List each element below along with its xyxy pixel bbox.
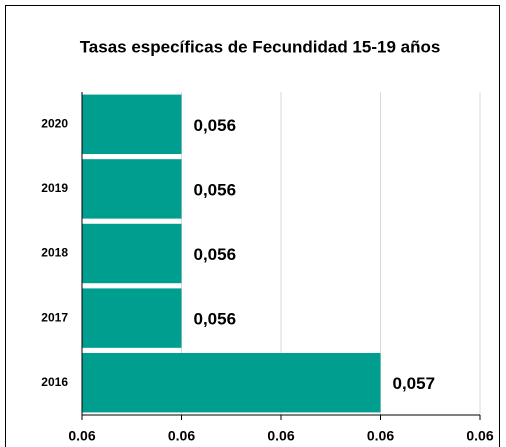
bar xyxy=(82,288,182,348)
bar xyxy=(82,94,182,155)
data-label: 0,056 xyxy=(194,245,237,264)
bar xyxy=(82,223,182,284)
bar xyxy=(82,352,381,413)
data-label: 0,056 xyxy=(194,310,237,329)
data-label: 0,057 xyxy=(393,374,436,393)
bar xyxy=(82,159,182,219)
y-tick-label: 2016 xyxy=(41,375,68,389)
x-tick-label: 0.06 xyxy=(367,428,394,444)
chart-title: Tasas específicas de Fecundidad 15-19 añ… xyxy=(80,37,441,56)
x-tick-label: 0.06 xyxy=(267,428,294,444)
x-tick-label: 0.06 xyxy=(68,428,95,444)
data-label: 0,056 xyxy=(194,116,237,135)
x-tick-label: 0.06 xyxy=(168,428,195,444)
data-label: 0,056 xyxy=(194,180,237,199)
y-tick-label: 2018 xyxy=(41,246,68,260)
x-tick-label: 0.06 xyxy=(466,428,493,444)
y-tick-label: 2019 xyxy=(41,181,68,195)
y-tick-label: 2020 xyxy=(41,116,68,130)
y-tick-label: 2017 xyxy=(41,310,68,324)
